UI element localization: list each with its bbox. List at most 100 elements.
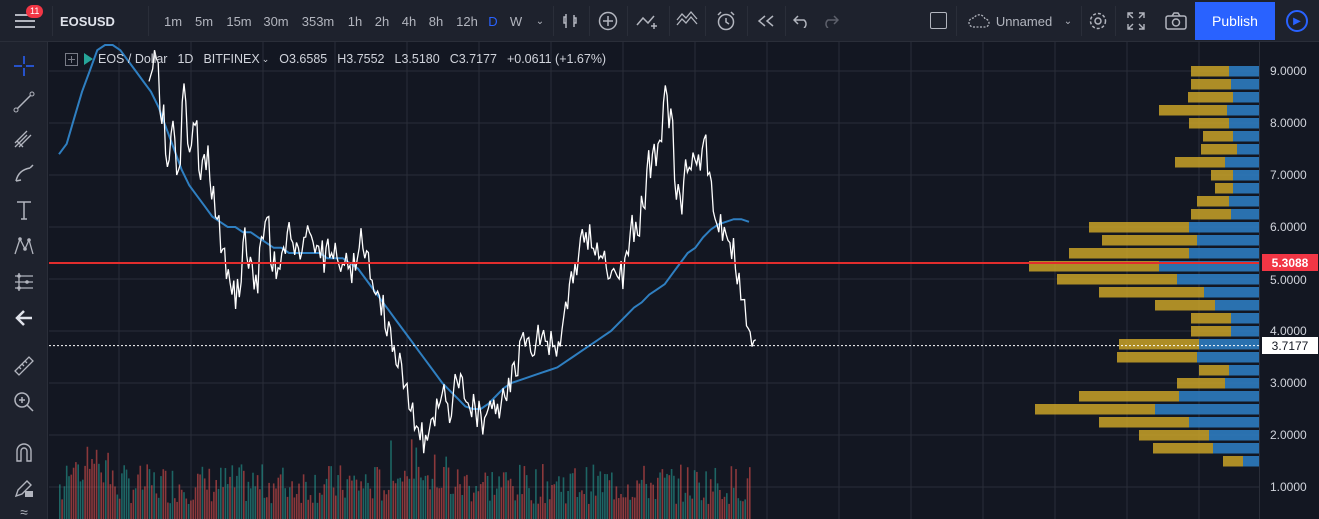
volume-bar bbox=[339, 465, 342, 519]
layout-button[interactable] bbox=[922, 0, 954, 42]
volume-bar bbox=[700, 500, 703, 519]
interval-dropdown[interactable]: ⌄ bbox=[530, 0, 550, 42]
prediction-tool[interactable] bbox=[0, 264, 48, 300]
interval-d[interactable]: D bbox=[488, 13, 498, 29]
volume-profile-down-bar bbox=[1209, 430, 1259, 441]
volume-bar bbox=[675, 503, 677, 519]
legend-close: 3.7177 bbox=[458, 52, 497, 66]
measure-tool[interactable] bbox=[0, 348, 48, 384]
volume-bar bbox=[606, 474, 608, 519]
volume-bar bbox=[613, 499, 615, 519]
publish-button[interactable]: Publish bbox=[1195, 2, 1275, 40]
price-tick: 7.0000 bbox=[1270, 168, 1307, 182]
menu-button[interactable]: 11 bbox=[0, 0, 50, 42]
compare-button[interactable] bbox=[630, 0, 666, 42]
interval-353m[interactable]: 353m bbox=[301, 13, 335, 29]
zoom-in-icon bbox=[14, 392, 34, 412]
volume-profile-down-bar bbox=[1229, 365, 1259, 376]
interval-8h[interactable]: 8h bbox=[428, 13, 444, 29]
layout-dropdown[interactable]: ⌄ bbox=[1058, 0, 1078, 42]
interval-w[interactable]: W bbox=[509, 13, 523, 29]
volume-bar bbox=[344, 497, 346, 519]
volume-profile-down-bar bbox=[1231, 79, 1259, 90]
volume-profile-up-bar bbox=[1191, 326, 1231, 337]
interval-1m[interactable]: 1m bbox=[163, 13, 183, 29]
volume-bar bbox=[401, 481, 404, 519]
volume-bar bbox=[565, 503, 567, 519]
volume-profile-up-bar bbox=[1191, 313, 1231, 324]
cloud-save-button[interactable] bbox=[966, 0, 992, 42]
volume-profile-up-bar bbox=[1029, 261, 1159, 272]
undo-button[interactable] bbox=[788, 0, 816, 42]
text-tool[interactable] bbox=[0, 192, 48, 228]
volume-bar bbox=[307, 499, 309, 519]
bar-style-button[interactable] bbox=[556, 0, 586, 42]
snapshot-button[interactable] bbox=[1158, 0, 1194, 42]
volume-bar bbox=[691, 498, 694, 519]
volume-bar bbox=[187, 503, 190, 519]
layout-name[interactable]: Unnamed bbox=[995, 13, 1053, 29]
volume-profile-down-bar bbox=[1243, 456, 1259, 467]
replay-button[interactable] bbox=[750, 0, 782, 42]
volume-bar bbox=[571, 473, 574, 519]
legend-symbol[interactable]: EOS / Dollar bbox=[98, 52, 168, 66]
volume-profile-down-bar bbox=[1225, 378, 1259, 389]
lock-drawings-tool[interactable] bbox=[0, 470, 48, 506]
trend-line-tool[interactable] bbox=[0, 84, 48, 120]
pitchfork-tool[interactable] bbox=[0, 120, 48, 156]
interval-1h[interactable]: 1h bbox=[347, 13, 363, 29]
volume-bar bbox=[505, 472, 507, 519]
legend-interval: 1D bbox=[177, 52, 194, 66]
volume-bar bbox=[266, 497, 268, 519]
volume-bar bbox=[735, 469, 737, 519]
volume-bar bbox=[295, 493, 298, 519]
back-button[interactable] bbox=[0, 300, 48, 336]
price-tick: 5.0000 bbox=[1270, 273, 1307, 287]
interval-15m[interactable]: 15m bbox=[226, 13, 252, 29]
indicators-button[interactable] bbox=[592, 0, 624, 42]
toolbar-divider bbox=[1115, 6, 1116, 36]
symbol-search[interactable]: EOSUSD bbox=[60, 13, 115, 29]
templates-button[interactable] bbox=[672, 0, 702, 42]
volume-bar bbox=[709, 479, 712, 519]
settings-button[interactable] bbox=[1084, 0, 1112, 42]
volume-bar bbox=[422, 480, 424, 519]
pitchfork-icon bbox=[14, 130, 32, 148]
more-tools[interactable]: ≈ bbox=[0, 502, 48, 519]
price-axis[interactable]: 9.0000 8.0000 7.0000 6.0000 5.0000 4.000… bbox=[1259, 42, 1319, 519]
volume-bar bbox=[321, 494, 323, 519]
volume-bar bbox=[91, 459, 93, 519]
chevron-down-icon[interactable]: ⌄ bbox=[261, 53, 270, 64]
expand-icon[interactable] bbox=[65, 52, 78, 66]
magnet-tool[interactable] bbox=[0, 434, 48, 470]
zoom-tool[interactable] bbox=[0, 384, 48, 420]
redo-button[interactable] bbox=[816, 0, 844, 42]
price-chart[interactable] bbox=[49, 42, 1259, 519]
volume-profile-down-bar bbox=[1189, 248, 1259, 259]
pattern-tool[interactable] bbox=[0, 228, 48, 264]
volume-profile-down-bar bbox=[1179, 391, 1259, 402]
crosshair-tool[interactable] bbox=[0, 48, 48, 84]
volume-bar bbox=[567, 490, 569, 519]
volume-profile-down-bar bbox=[1189, 417, 1259, 428]
volume-bar bbox=[316, 502, 319, 519]
alarm-clock-icon bbox=[717, 11, 735, 31]
interval-30m[interactable]: 30m bbox=[263, 13, 289, 29]
fullscreen-button[interactable] bbox=[1118, 0, 1154, 42]
brush-tool[interactable] bbox=[0, 156, 48, 192]
volume-bar bbox=[450, 493, 452, 519]
play-button[interactable]: ▶ bbox=[1277, 2, 1317, 40]
interval-2h[interactable]: 2h bbox=[374, 13, 390, 29]
volume-bar bbox=[640, 479, 643, 519]
volume-profile-up-bar bbox=[1203, 131, 1233, 142]
volume-bar bbox=[240, 464, 243, 519]
volume-bar bbox=[594, 495, 597, 519]
volume-profile-down-bar bbox=[1155, 404, 1259, 415]
chart-pane[interactable]: EOS / Dollar 1D BITFINEX ⌄ O 3.6585 H 3.75… bbox=[49, 42, 1259, 519]
volume-bar bbox=[696, 471, 698, 519]
interval-4h[interactable]: 4h bbox=[401, 13, 417, 29]
alert-button[interactable] bbox=[708, 0, 744, 42]
interval-5m[interactable]: 5m bbox=[194, 13, 214, 29]
interval-12h[interactable]: 12h bbox=[456, 13, 478, 29]
volume-bar bbox=[482, 482, 484, 519]
